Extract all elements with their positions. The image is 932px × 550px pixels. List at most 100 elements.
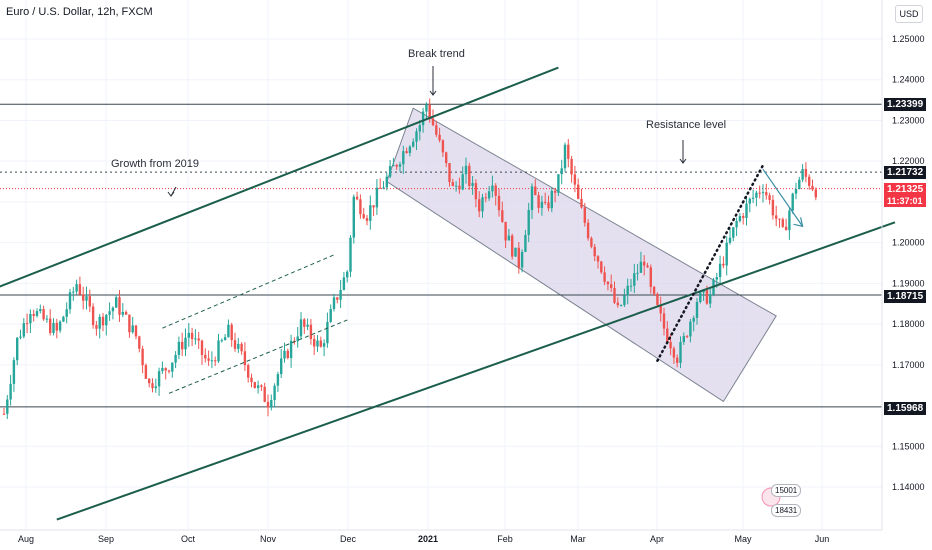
- x-tick-label: Oct: [181, 534, 196, 544]
- candle-body: [656, 293, 659, 305]
- candle-body: [303, 319, 306, 327]
- candle-body: [547, 202, 550, 209]
- candle-body: [570, 158, 573, 175]
- candle-body: [141, 348, 144, 366]
- candle-body: [181, 341, 184, 350]
- candle-body: [148, 378, 151, 384]
- currency-button[interactable]: USD: [895, 5, 923, 23]
- candle-body: [115, 297, 118, 308]
- level-tag-1-23399: 1.23399: [884, 98, 927, 111]
- comment-count-badge[interactable]: 18431: [771, 504, 802, 517]
- candle-body: [385, 176, 388, 188]
- candle-body: [497, 195, 501, 211]
- candle-body: [157, 371, 161, 387]
- candle-body: [451, 182, 454, 187]
- lower-channel-line: [56, 221, 896, 521]
- idea-count-badge[interactable]: 15001: [771, 484, 802, 497]
- candle-body: [29, 313, 32, 324]
- candle-body: [669, 341, 672, 349]
- candle-body: [511, 235, 514, 257]
- candle-body: [52, 322, 55, 333]
- candle-body: [788, 210, 791, 231]
- candle-body: [626, 285, 629, 296]
- candle-body: [580, 198, 583, 208]
- candle-body: [610, 284, 613, 289]
- candle-body: [405, 151, 408, 153]
- candle-body: [514, 247, 517, 257]
- y-tick-label: 1.23000: [892, 115, 925, 125]
- candle-body: [573, 174, 577, 185]
- candle-body: [289, 340, 293, 358]
- candle-body: [718, 263, 722, 278]
- x-tick-label: Nov: [260, 534, 277, 544]
- y-tick-label: 1.15000: [892, 441, 925, 451]
- candle-body: [16, 337, 19, 361]
- candle-body: [745, 203, 748, 218]
- candle-body: [814, 189, 817, 198]
- candle-body: [154, 386, 157, 389]
- candle-body: [725, 242, 728, 266]
- candle-body: [418, 125, 421, 132]
- candle-body: [408, 146, 412, 153]
- candle-body: [25, 323, 29, 325]
- candle-body: [220, 340, 223, 342]
- candle-body: [39, 309, 42, 312]
- candle-body: [798, 179, 801, 190]
- x-tick-label: Feb: [497, 534, 513, 544]
- y-tick-label: 1.18000: [892, 319, 925, 329]
- candle-body: [748, 198, 751, 204]
- candle-body: [666, 328, 669, 342]
- candle-body: [62, 316, 65, 322]
- candle-body: [85, 296, 88, 301]
- x-tick-label: Apr: [650, 534, 664, 544]
- candle-body: [527, 210, 530, 236]
- candle-body: [593, 246, 596, 257]
- candle-body: [709, 294, 712, 304]
- y-tick-label: 1.20000: [892, 238, 925, 248]
- candle-body: [537, 195, 540, 208]
- candle-body: [388, 166, 392, 177]
- candle-body: [804, 169, 808, 177]
- candle-body: [520, 251, 524, 268]
- candle-body: [464, 165, 468, 175]
- x-tick-label: Sep: [98, 534, 114, 544]
- candle-body: [237, 343, 240, 349]
- candle-body: [428, 104, 431, 119]
- candle-body: [471, 183, 474, 186]
- candle-body: [778, 218, 781, 220]
- candle-body: [204, 354, 207, 359]
- level-tag-1-18715: 1.18715: [884, 290, 927, 303]
- candle-body: [95, 325, 98, 329]
- candle-body: [280, 358, 283, 375]
- candle-body: [577, 184, 580, 199]
- candle-body: [342, 277, 346, 290]
- x-tick-label: Jun: [815, 534, 830, 544]
- x-tick-label: 2021: [418, 534, 438, 544]
- candle-body: [679, 341, 682, 363]
- candle-body: [240, 343, 243, 352]
- candle-body: [639, 261, 643, 273]
- candle-body: [445, 152, 448, 164]
- candle-body: [550, 190, 553, 209]
- candle-body: [197, 338, 200, 341]
- candle-body: [326, 321, 329, 344]
- candle-body: [101, 316, 105, 326]
- candle-body: [421, 111, 425, 126]
- candle-body: [365, 218, 369, 221]
- candle-body: [177, 341, 181, 355]
- candle-body: [722, 263, 725, 266]
- candle-body: [167, 370, 171, 372]
- candle-body: [758, 192, 761, 194]
- candle-body: [243, 351, 247, 366]
- candle-body: [461, 174, 464, 190]
- current-price-tag: 1.21325: [884, 183, 927, 196]
- candle-body: [319, 340, 322, 347]
- candle-body: [623, 295, 626, 306]
- candle-body: [247, 365, 250, 378]
- candle-body: [412, 141, 415, 147]
- candle-body: [306, 324, 309, 327]
- candle-body: [715, 277, 718, 280]
- candle-body: [256, 385, 260, 388]
- candle-body: [134, 325, 138, 337]
